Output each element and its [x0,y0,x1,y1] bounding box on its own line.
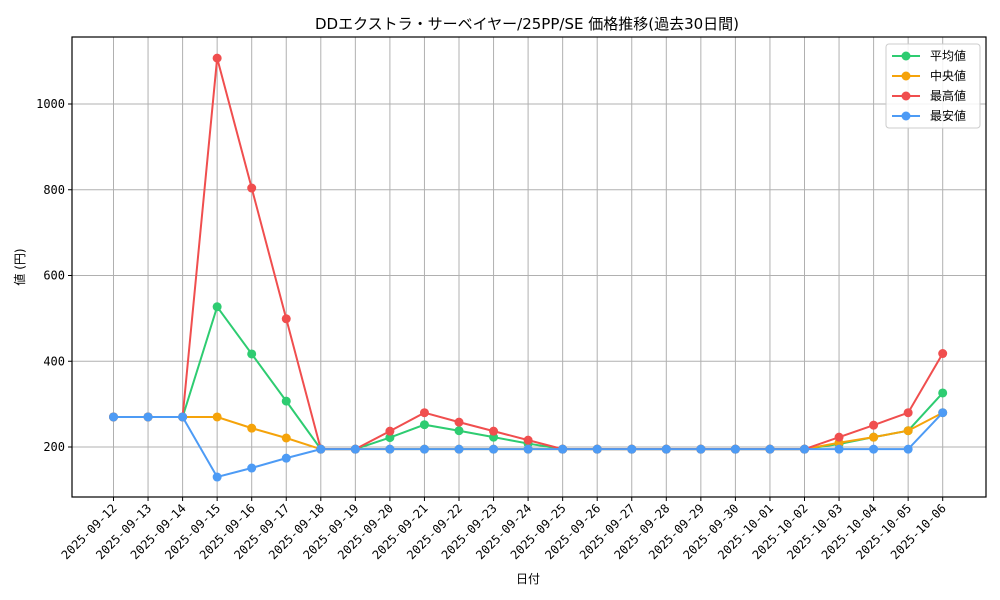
data-point [869,432,879,442]
data-point [247,183,257,193]
data-point [247,423,257,433]
svg-text:平均値: 平均値 [930,48,966,63]
data-point [696,444,706,454]
data-point [661,444,671,454]
data-point [869,420,879,430]
plot-area-frame [71,36,987,498]
data-point [385,433,395,443]
data-point [454,426,464,436]
legend-item: 平均値 [892,48,966,63]
data-point [419,444,429,454]
data-point [938,388,948,398]
data-point [247,349,257,359]
data-point [730,444,740,454]
data-point [558,444,568,454]
legend-item: 最高値 [892,88,966,103]
legend-item: 中央値 [892,68,966,83]
data-point [419,420,429,430]
svg-text:最高値: 最高値 [930,88,966,103]
grid-lines [72,37,986,497]
data-point [523,444,533,454]
data-point [281,453,291,463]
data-point [454,417,464,427]
svg-text:中央値: 中央値 [930,68,966,83]
data-point [212,302,222,312]
data-point [765,444,775,454]
data-point [419,408,429,418]
data-point [212,412,222,422]
svg-text:最安値: 最安値 [930,108,966,123]
data-point [385,444,395,454]
data-point [178,412,188,422]
data-point [489,426,499,436]
data-point [281,396,291,406]
data-point [592,444,602,454]
data-point [247,463,257,473]
data-point [523,435,533,445]
data-point [385,426,395,436]
data-point [281,314,291,324]
chart-title: DDエクストラ・サーベイヤー/25PP/SE 価格推移(過去30日間) [315,15,739,33]
data-point [903,426,913,436]
data-point [316,444,326,454]
data-point [800,444,809,454]
data-point [938,408,948,418]
data-point [903,444,913,454]
data-point [938,349,948,359]
y-tick-label: 800 [43,183,65,197]
data-point [903,408,913,418]
data-point [869,444,879,454]
data-point [454,444,464,454]
data-point [212,472,222,482]
x-axis-label: 日付 [516,572,540,586]
y-tick-label: 600 [43,269,65,283]
y-tick-label: 1000 [36,97,65,111]
y-tick-label: 400 [43,354,65,368]
data-point [350,444,360,454]
data-point [109,412,118,422]
data-point [834,444,844,454]
y-axis-label: 値 (円) [12,248,27,285]
x-axis-ticks: 2025-09-122025-09-132025-09-142025-09-15… [59,497,949,562]
legend-item: 最安値 [892,108,966,123]
y-tick-label: 200 [43,440,65,454]
data-point [212,53,222,63]
data-point [627,444,637,454]
data-point [834,432,844,442]
data-point [489,444,499,454]
data-point [143,412,153,422]
data-series [109,53,948,482]
data-point [281,433,291,443]
series-line [109,408,948,482]
y-axis-ticks: 200 400 600 800 1000 [36,97,72,454]
